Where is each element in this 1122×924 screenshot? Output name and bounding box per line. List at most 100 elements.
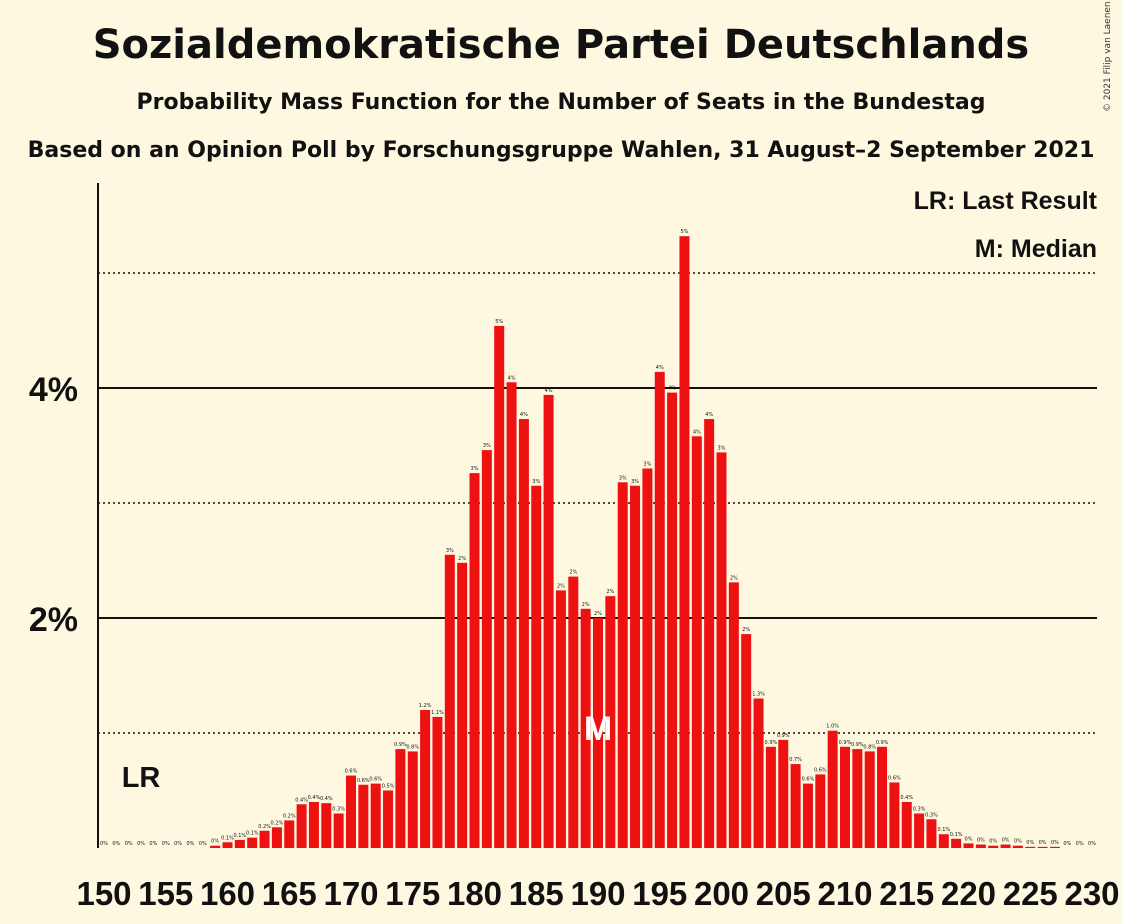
bar-label-seat-190: 2% [594, 611, 602, 617]
bar-label-seat-210: 0.9% [839, 740, 852, 746]
bar-seat-218 [938, 834, 949, 848]
bar-label-seat-192: 3% [619, 475, 627, 481]
bar-label-seat-223: 0% [1002, 838, 1010, 844]
bar-label-seat-227: 0% [1051, 840, 1059, 846]
bar-seat-225 [1025, 846, 1036, 848]
bar-seat-205 [778, 739, 789, 848]
bar-label-seat-162: 0.1% [246, 831, 259, 837]
bar-label-seat-225: 0% [1026, 840, 1034, 846]
bar-seat-208 [815, 774, 826, 848]
bar-seat-227 [1049, 846, 1060, 848]
bar-label-seat-211: 0.9% [851, 742, 864, 748]
chart-title: Sozialdemokratische Partei Deutschlands [92, 22, 1030, 68]
bar-seat-173 [383, 790, 394, 848]
bar-seat-190 [593, 618, 603, 848]
bar-seat-160 [222, 842, 233, 848]
bar-seat-223 [1000, 844, 1011, 848]
bar-seat-185 [531, 485, 542, 848]
x-tick-label-160: 160 [200, 875, 255, 912]
bar-seat-179 [457, 562, 468, 848]
bar-seat-183 [506, 382, 517, 848]
x-tick-label-225: 225 [1003, 875, 1058, 912]
legend-last-result: LR: Last Result [914, 187, 1098, 215]
bar-seat-177 [432, 716, 443, 848]
x-tick-label-230: 230 [1064, 875, 1119, 912]
bar-label-seat-229: 0% [1076, 841, 1084, 847]
bar-seat-224 [1012, 845, 1023, 848]
x-tick-label-220: 220 [941, 875, 996, 912]
x-tick-label-175: 175 [385, 875, 440, 912]
x-tick-label-195: 195 [632, 875, 687, 912]
bar-labels-group: 0% 0% 0% 0% 0% 0% 0% 0% 0% 0%0.1% 0.1% 0.1%0.2%0.2%… [100, 229, 1096, 847]
median-marker: M [584, 710, 612, 748]
chart-source-note: Based on an Opinion Poll by Forschungsgr… [27, 138, 1095, 163]
bar-seat-171 [358, 784, 369, 848]
bar-label-seat-220: 0% [965, 836, 973, 842]
bar-seat-167 [308, 802, 319, 848]
bar-seat-212 [864, 751, 875, 848]
bar-seat-191 [605, 596, 616, 848]
bar-label-seat-226: 0% [1039, 840, 1047, 846]
bar-label-seat-209: 1.0% [826, 724, 839, 730]
x-tick-label-210: 210 [817, 875, 872, 912]
bar-seat-164 [271, 827, 282, 848]
bar-seat-175 [407, 751, 418, 848]
bar-seat-178 [444, 554, 455, 848]
bar-label-seat-216: 0.3% [913, 807, 926, 813]
bar-label-seat-172: 0.6% [369, 777, 382, 783]
bar-label-seat-179: 2% [458, 556, 466, 562]
bar-label-seat-152: 0% [125, 841, 133, 847]
bar-seat-210 [840, 746, 850, 848]
bar-seat-202 [741, 634, 752, 848]
bar-label-seat-197: 5% [680, 229, 688, 235]
bar-seat-206 [790, 764, 801, 848]
bar-label-seat-181: 3% [483, 443, 491, 449]
bar-label-seat-196: 4% [668, 386, 676, 392]
bar-seat-207 [802, 783, 813, 848]
bar-seat-194 [642, 468, 653, 848]
bar-label-seat-165: 0.2% [283, 813, 296, 819]
bar-seat-188 [568, 576, 579, 848]
bar-seat-195 [654, 371, 665, 848]
bar-label-seat-182: 5% [495, 319, 503, 325]
bar-seat-198 [691, 436, 702, 848]
bar-label-seat-176: 1.2% [419, 703, 432, 709]
bar-seat-180 [469, 473, 480, 848]
bar-label-seat-221: 0% [977, 838, 985, 844]
bar-seat-169 [333, 813, 344, 848]
bar-label-seat-189: 2% [582, 602, 590, 608]
bar-label-seat-180: 3% [471, 466, 479, 472]
bar-seat-201 [728, 582, 739, 848]
bar-seat-163 [259, 830, 270, 848]
y-tick-label: 4% [29, 371, 78, 409]
bar-label-seat-222: 0% [989, 839, 997, 845]
bar-seat-216 [914, 813, 925, 848]
bar-seat-219 [951, 838, 962, 848]
bar-label-seat-185: 3% [532, 479, 540, 485]
bar-seat-226 [1037, 846, 1048, 848]
bar-seat-189 [580, 608, 591, 848]
bar-label-seat-215: 0.4% [900, 795, 913, 801]
bar-label-seat-187: 2% [557, 583, 565, 589]
bar-label-seat-166: 0.4% [295, 797, 308, 803]
bar-label-seat-206: 0.7% [789, 757, 802, 763]
bar-label-seat-157: 0% [186, 841, 194, 847]
legend-median: M: Median [975, 235, 1097, 263]
bar-seat-176 [420, 710, 431, 848]
bar-label-seat-203: 1.3% [752, 692, 765, 698]
x-tick-label-200: 200 [694, 875, 749, 912]
bar-seat-181 [481, 450, 492, 848]
bar-label-seat-191: 2% [606, 589, 614, 595]
x-tick-label-190: 190 [570, 875, 625, 912]
bar-label-seat-204: 0.9% [765, 740, 778, 746]
bar-seat-199 [704, 419, 715, 848]
bar-label-seat-198: 4% [693, 429, 701, 435]
bar-label-seat-228: 0% [1063, 841, 1071, 847]
bar-label-seat-150: 0% [100, 841, 108, 847]
bar-label-seat-156: 0% [174, 841, 182, 847]
bar-label-seat-217: 0.3% [925, 812, 938, 818]
bar-label-seat-173: 0.5% [382, 784, 395, 790]
bar-label-seat-183: 4% [508, 375, 516, 381]
bar-label-seat-160: 0.1% [221, 835, 234, 841]
